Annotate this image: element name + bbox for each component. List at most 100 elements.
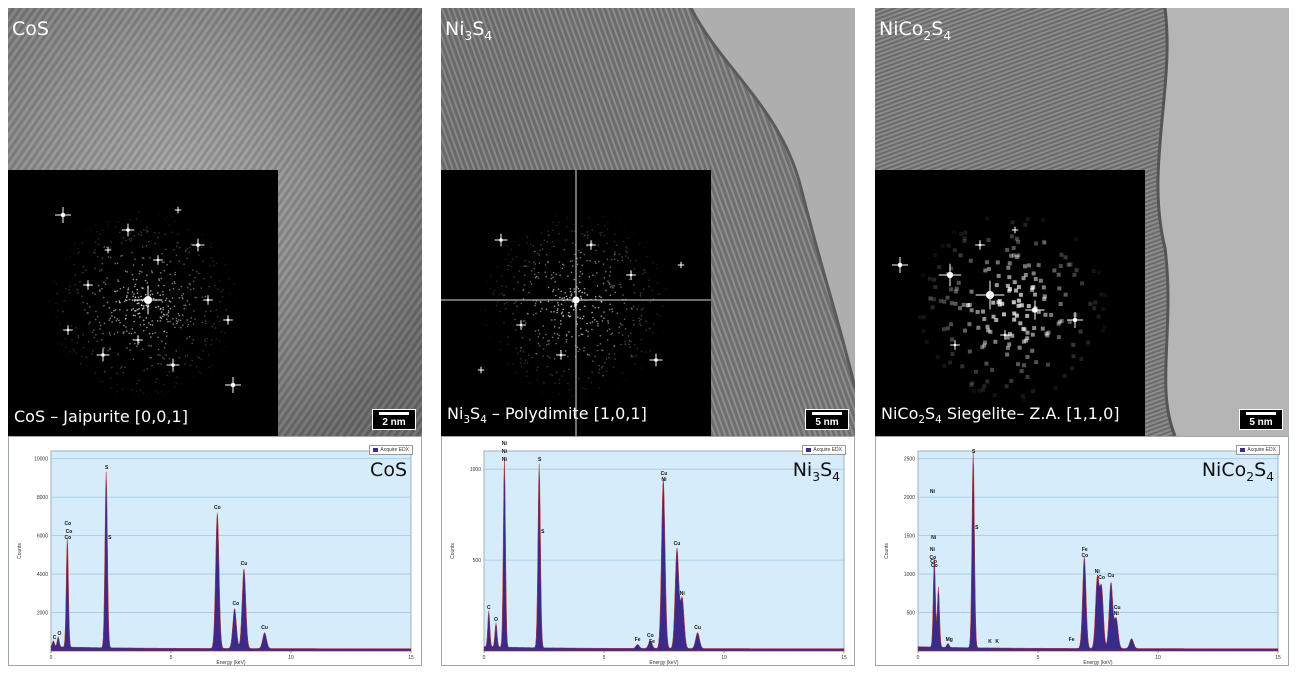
fft-speckle	[127, 287, 130, 289]
fft-speckle	[609, 294, 612, 297]
eds-legend: Acquire EDX	[369, 445, 413, 455]
fft-speckle	[122, 286, 125, 289]
fft-speckle	[154, 242, 156, 245]
fft-speckle	[586, 294, 589, 296]
fft-speckle	[192, 268, 194, 271]
fft-speckle	[212, 260, 215, 262]
fft-speckle	[983, 268, 988, 273]
fft-speckle	[608, 283, 611, 286]
fft-speckle	[137, 233, 140, 236]
fft-speckle	[503, 321, 505, 324]
fft-speckle	[546, 365, 549, 368]
fft-speckle	[1068, 262, 1073, 267]
fft-speckle	[521, 326, 524, 328]
fft-speckle	[215, 262, 218, 265]
fft-speckle	[567, 355, 569, 358]
fft-speckle	[201, 296, 203, 299]
fft-speckle	[633, 344, 636, 346]
fft-speckle	[542, 348, 545, 350]
fft-speckle	[195, 366, 198, 368]
fft-speckle	[628, 278, 631, 281]
fft-speckle	[586, 259, 588, 262]
fft-speckle	[1025, 217, 1030, 222]
fft-speckle	[1010, 220, 1015, 225]
fft-speckle	[608, 308, 611, 311]
fft-speckle	[133, 235, 136, 237]
fft-speckle	[191, 342, 193, 345]
fft-label: CoS – Jaipurite [0,0,1]	[14, 407, 188, 426]
fft-speckle	[143, 369, 145, 372]
fft-speckle	[1005, 283, 1010, 288]
fft-speckle	[601, 301, 603, 303]
fft-speckle	[592, 360, 594, 362]
fft-speckle	[77, 247, 79, 250]
fft-speckle	[166, 313, 168, 316]
scale-bar: 2 nm	[372, 409, 416, 430]
fft-speckle	[222, 350, 224, 353]
fft-speckle	[517, 232, 519, 235]
eds-spectrum: 2500 2000 1500 1000 500 0 5 10 15 Energy (keV) Cou…	[875, 436, 1289, 666]
fft-speckle	[161, 340, 163, 343]
fft-speckle	[994, 283, 999, 288]
fft-speckle	[154, 398, 156, 400]
fft-speckle	[515, 347, 518, 350]
fft-speckle	[59, 323, 61, 326]
fft-speckle	[624, 328, 627, 330]
peak-label: S	[541, 529, 545, 535]
fft-speckle	[218, 300, 221, 303]
fft-speckle	[612, 287, 614, 289]
fft-speckle	[151, 332, 154, 335]
fft-speckle	[594, 212, 597, 214]
fft-speckle	[186, 247, 189, 250]
fft-speckle	[122, 237, 125, 239]
fft-speckle	[950, 337, 955, 342]
fft-speckle	[557, 288, 560, 290]
fft-speckle	[99, 270, 101, 272]
fft-speckle	[556, 309, 559, 312]
peak-label: K	[988, 639, 992, 645]
fft-speckle	[963, 328, 968, 333]
fft-speckle	[196, 356, 199, 358]
fft-speckle	[204, 343, 207, 346]
fft-speckle	[1024, 338, 1029, 343]
fft-speckle	[171, 282, 174, 285]
fft-speckle	[221, 257, 224, 260]
fft-speckle	[114, 392, 117, 395]
fft-speckle	[179, 319, 182, 322]
fft-speckle	[184, 250, 187, 252]
peak-label: Cu	[1108, 573, 1115, 579]
fft-speckle	[486, 273, 489, 275]
fft-speckle	[562, 264, 565, 266]
fft-speckle	[959, 231, 964, 236]
fft-speckle	[945, 295, 950, 300]
fft-speckle	[977, 388, 982, 393]
fft-speckle	[537, 336, 539, 338]
fft-inset: Ni3S4 – Polydimite [1,0,1]	[441, 170, 711, 436]
fft-speckle	[1007, 342, 1012, 347]
fft-speckle	[70, 324, 73, 327]
fft-speckle	[547, 230, 550, 232]
fft-speckle	[109, 317, 112, 320]
fft-speckle	[158, 232, 161, 234]
fft-speckle	[563, 297, 566, 299]
fft-speckle	[557, 304, 560, 306]
fft-speckle	[603, 250, 605, 253]
fft-speckle	[165, 342, 167, 345]
fft-speckle	[1032, 326, 1037, 331]
fft-speckle	[581, 317, 584, 320]
fft-speckle	[104, 283, 107, 286]
fft-speckle	[85, 269, 87, 272]
fft-speckle	[1056, 272, 1061, 277]
fft-speckle	[948, 360, 953, 365]
fft-speckle	[149, 357, 151, 359]
fft-speckle	[569, 287, 572, 290]
fft-speckle	[130, 309, 133, 311]
fft-speckle	[582, 315, 585, 318]
peak-label: Co	[232, 601, 239, 607]
fft-speckle	[1019, 369, 1024, 374]
scale-bar: 5 nm	[805, 409, 849, 430]
fft-speckle	[144, 279, 147, 282]
fft-speckle	[619, 283, 621, 286]
fft-speckle	[620, 286, 622, 288]
fft-speckle	[129, 240, 132, 242]
